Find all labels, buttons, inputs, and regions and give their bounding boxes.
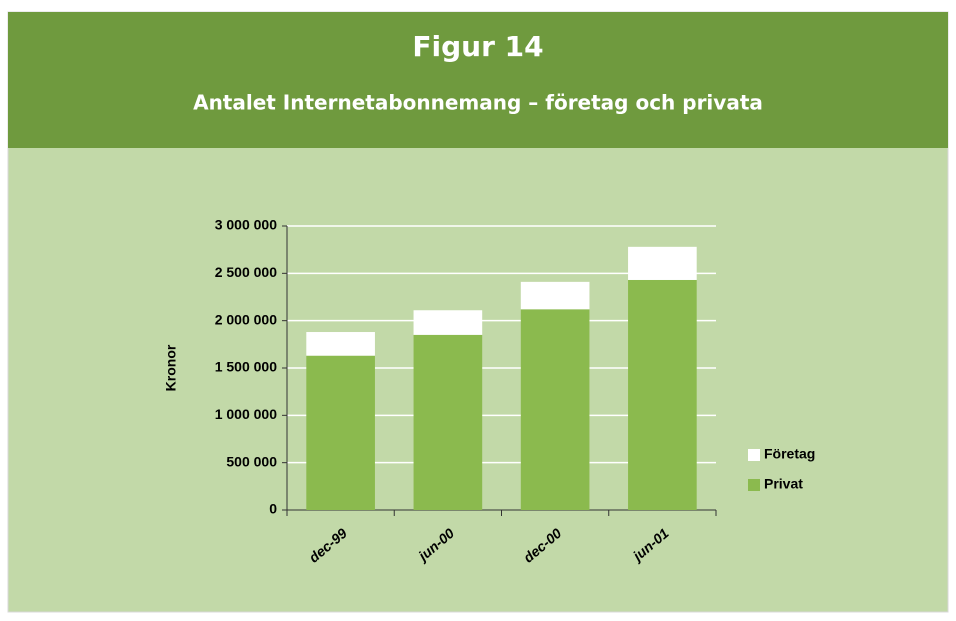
y-tick-label: 1 000 000 xyxy=(215,406,277,422)
legend-swatch xyxy=(748,479,760,491)
y-tick-label: 0 xyxy=(269,501,277,517)
bar-segment xyxy=(628,279,697,510)
chart-title: Figur 14 xyxy=(412,30,543,63)
y-tick-label: 1 500 000 xyxy=(215,359,277,375)
bar-segment xyxy=(520,281,590,310)
bar-segment xyxy=(306,332,375,356)
chart-subtitle: Antalet Internetabonnemang – företag och… xyxy=(193,91,763,115)
y-tick-label: 3 000 000 xyxy=(215,217,277,233)
legend-label: Privat xyxy=(764,476,803,492)
y-tick-label: 2 000 000 xyxy=(215,311,277,327)
y-tick-label: 500 000 xyxy=(226,453,277,469)
bar-segment xyxy=(413,334,483,510)
bar-segment xyxy=(413,310,483,335)
bar-segment xyxy=(306,355,375,510)
bar-segment xyxy=(520,309,590,510)
legend-label: Företag xyxy=(764,446,815,462)
header xyxy=(8,12,948,148)
legend-swatch xyxy=(748,449,760,461)
bar-segment xyxy=(628,246,697,280)
y-tick-label: 2 500 000 xyxy=(215,264,277,280)
y-axis-label: Kronor xyxy=(163,344,179,391)
